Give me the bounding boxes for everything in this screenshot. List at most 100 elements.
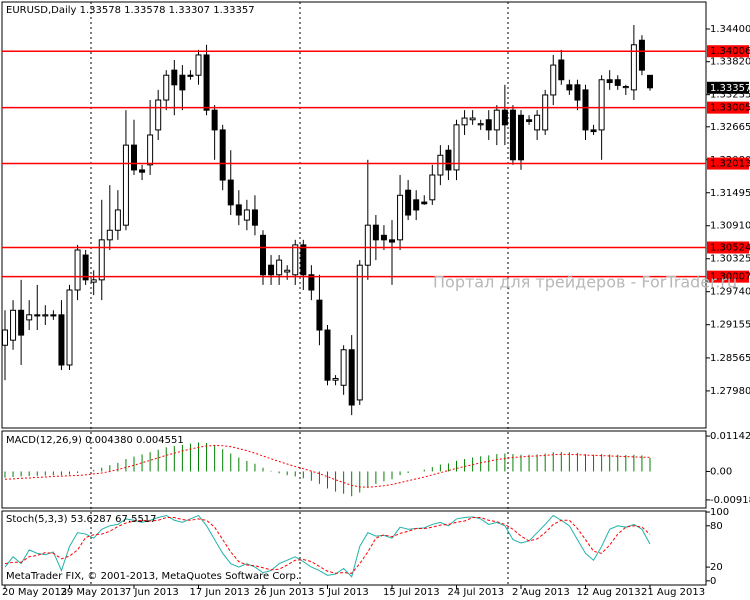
- candle-body: [558, 59, 565, 81]
- candle-body: [308, 274, 315, 291]
- candle-body: [324, 329, 331, 381]
- y-tick-label: 1.28565: [710, 353, 750, 364]
- candle-body: [260, 234, 266, 276]
- candle-body: [139, 169, 146, 173]
- level-label: 1.33005: [710, 103, 750, 114]
- candle-body: [251, 209, 258, 226]
- x-tick-label: 26 Jun 2013: [254, 587, 314, 598]
- candle-body: [405, 189, 412, 216]
- candle-body: [106, 229, 113, 241]
- candle-body: [268, 264, 275, 276]
- candle-body: [82, 254, 89, 281]
- candle-body: [42, 314, 49, 317]
- candle-body: [638, 39, 645, 71]
- x-tick-label: 15 Jul 2013: [383, 587, 440, 598]
- candle-body: [219, 129, 226, 181]
- candle-body: [147, 134, 154, 166]
- x-tick-label: 7 Jun 2013: [125, 587, 179, 598]
- candle-body: [195, 54, 202, 76]
- candle-body: [501, 109, 508, 126]
- candle-body: [66, 289, 73, 366]
- candle-body: [606, 79, 613, 84]
- candle-body: [590, 129, 597, 133]
- candle-body: [187, 74, 194, 77]
- candle-body: [534, 114, 541, 131]
- x-tick-label: 5 Jul 2013: [319, 587, 369, 598]
- candle-body: [10, 309, 17, 341]
- candle-body: [114, 209, 121, 231]
- candle-body: [421, 201, 428, 205]
- candle-body: [348, 349, 355, 406]
- candle-body: [582, 89, 589, 131]
- y-tick-label: 0.00: [710, 466, 732, 477]
- level-label-box: [707, 241, 749, 254]
- candle-body: [26, 314, 33, 321]
- stoch-title: Stoch(5,3,3) 53.6287 67.5517: [6, 514, 157, 525]
- candle-body: [485, 119, 492, 131]
- candle-body: [155, 99, 162, 131]
- macd-title: MACD(12,26,9) 0.004380 0.004551: [6, 435, 184, 446]
- candle-body: [647, 74, 653, 89]
- candle-body: [90, 279, 97, 283]
- candle-body: [284, 269, 291, 273]
- candle-body: [429, 174, 436, 201]
- candle-body: [243, 209, 250, 221]
- y-tick-label: 1.27980: [710, 386, 750, 397]
- y-tick-label: 100: [710, 507, 729, 518]
- candle-body: [445, 149, 452, 171]
- x-tick-label: 29 May 2013: [61, 587, 126, 598]
- level-label: 1.34006: [710, 46, 750, 57]
- level-label-box: [707, 270, 749, 283]
- x-tick-label: 17 Jun 2013: [190, 587, 250, 598]
- candle-body: [364, 224, 371, 266]
- y-tick-label: 1.31495: [710, 188, 750, 199]
- candle-body: [550, 64, 557, 96]
- candle-body: [2, 329, 8, 346]
- y-tick-label: 20: [710, 562, 723, 573]
- candle-body: [34, 314, 41, 317]
- level-label: 1.30524: [710, 242, 750, 253]
- data-layer: [2, 25, 653, 578]
- candle-body: [227, 179, 234, 206]
- macd-panel: [1, 430, 707, 509]
- candle-body: [18, 309, 25, 336]
- candle-body: [372, 224, 379, 241]
- candle-body: [598, 79, 605, 131]
- indicator-line: [4, 517, 651, 574]
- candle-body: [477, 123, 484, 126]
- candle-body: [131, 144, 137, 171]
- candle-body: [203, 54, 210, 111]
- level-label-box: [707, 157, 749, 170]
- candle-body: [211, 109, 218, 131]
- y-tick-label: 1.29155: [710, 320, 750, 331]
- y-tick-label: 1.32665: [710, 122, 750, 133]
- candle-body: [235, 204, 242, 216]
- y-tick-label: 0: [710, 576, 716, 587]
- candle-body: [397, 194, 404, 241]
- candle-body: [389, 239, 395, 243]
- candle-body: [509, 109, 516, 161]
- level-label-box: [707, 101, 749, 114]
- candle-body: [614, 79, 621, 86]
- y-tick-label: 1.30910: [710, 221, 750, 232]
- candle-body: [461, 117, 468, 126]
- x-tick-label: 20 May 2013: [2, 587, 67, 598]
- x-tick-label: 12 Aug 2013: [577, 587, 641, 598]
- candle-body: [340, 349, 347, 386]
- period-separators: [90, 2, 509, 585]
- candle-body: [98, 239, 105, 281]
- level-label-box: [707, 45, 749, 58]
- y-tick-label: 1.34400: [710, 24, 750, 35]
- y-tick-label: 1.30325: [710, 254, 750, 265]
- candle-body: [50, 314, 57, 317]
- candle-body: [542, 94, 549, 131]
- candle-body: [526, 119, 533, 122]
- candle-body: [453, 124, 460, 171]
- x-tick-label: 2 Aug 2013: [512, 587, 570, 598]
- x-tick-label: 21 Aug 2013: [641, 587, 705, 598]
- candle-body: [493, 109, 500, 131]
- watermark: Портал для трейдеров - ForTrader.ru: [433, 273, 737, 292]
- candle-body: [316, 299, 323, 331]
- y-tick-label: 80: [710, 521, 723, 532]
- price-label: 1.33357: [710, 83, 750, 94]
